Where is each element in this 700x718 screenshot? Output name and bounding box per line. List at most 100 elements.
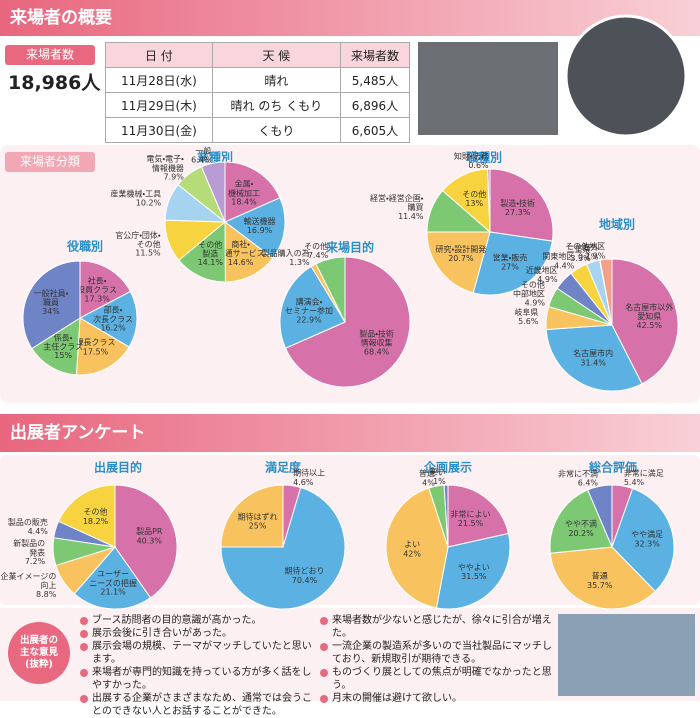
pie-slice bbox=[549, 489, 613, 554]
slice-value: 13% bbox=[465, 199, 483, 208]
slice-value: 1.3% bbox=[289, 258, 310, 267]
slice-value: 14.6% bbox=[228, 258, 254, 267]
slice-label: 官公庁・団体・その他 bbox=[115, 229, 161, 248]
slice-value: 0.6% bbox=[468, 161, 489, 170]
slice-value: 34% bbox=[42, 307, 60, 316]
pie-slice bbox=[549, 546, 656, 610]
opinion: ブース訪問者の目的意識が高かった。 bbox=[80, 614, 316, 627]
column-header: 来場者数 bbox=[339, 42, 411, 68]
slice-label: 一般 bbox=[195, 145, 211, 155]
slice-value: 11.4% bbox=[398, 212, 424, 221]
pie-slice bbox=[220, 486, 346, 610]
slice-value: 22.9% bbox=[296, 315, 322, 324]
slice-value: 42% bbox=[403, 549, 421, 558]
pie-slice bbox=[284, 256, 411, 388]
slice-value: 14.1% bbox=[198, 258, 224, 267]
table-cell: くもり bbox=[211, 117, 341, 143]
table-cell: 晴れ のち くもり bbox=[211, 92, 341, 118]
photo-circle bbox=[564, 14, 688, 138]
slice-label: やや不満 bbox=[565, 520, 597, 529]
slice-label: その他 bbox=[304, 241, 328, 251]
slice-label: 普通 bbox=[419, 468, 435, 478]
visitor-count: 18,986人 bbox=[8, 72, 101, 94]
slice-label: 製品購入の為 bbox=[262, 248, 310, 258]
slice-label: 電気・電子・情報機器 bbox=[146, 153, 184, 172]
slice-label: 製品・技術情報収集 bbox=[359, 328, 394, 347]
opinion: 展示会後に引き合いがあった。 bbox=[80, 627, 316, 640]
pie-slice bbox=[385, 487, 449, 609]
slice-label: 悪い bbox=[430, 468, 446, 477]
tag: 来場者分類 bbox=[20, 155, 80, 169]
slice-value: 5.6% bbox=[518, 317, 539, 326]
table-cell: 晴れ bbox=[211, 67, 341, 93]
canvas: 来場者の概要 来場者数 来場者分類 出展者アンケート 業種別金属・機械加工18.… bbox=[0, 0, 700, 701]
slice-value: 4.4% bbox=[28, 527, 49, 536]
slice-label: その他 bbox=[84, 507, 108, 517]
table-row: 11月29日(木) 晴れ のち くもり 6,896人 bbox=[105, 92, 411, 118]
slice-label: 研究・設計開発 bbox=[436, 244, 487, 254]
chart-title: 満足度 bbox=[265, 460, 301, 475]
slice-label: 一般社員・職員 bbox=[34, 287, 69, 306]
pie-slice bbox=[447, 484, 510, 548]
pie-slice bbox=[224, 220, 274, 283]
column-header: 天 候 bbox=[211, 42, 341, 68]
slice-value: 0.1% bbox=[578, 252, 599, 261]
table-header: 日 付天 候来場者数 bbox=[105, 42, 411, 68]
section-bar bbox=[0, 414, 700, 452]
slice-value: 21.5% bbox=[458, 519, 484, 528]
column-header: 日 付 bbox=[105, 42, 213, 68]
slice-value: 2.9% bbox=[585, 251, 606, 260]
slice-value: 6.4% bbox=[191, 155, 212, 164]
opinions-left: ブース訪問者の目的意識が高かった。 展示会後に引き合いがあった。 展示会場の規模、テ… bbox=[80, 614, 316, 718]
pie-slice bbox=[489, 168, 554, 242]
slice-label: 輸送機器 bbox=[244, 216, 276, 226]
slice-value: 35.7% bbox=[587, 581, 613, 590]
slice-value: 17.5% bbox=[83, 347, 109, 356]
table-cell: 6,605人 bbox=[339, 117, 411, 143]
chart-title: 出展目的 bbox=[94, 460, 142, 475]
slice-label: ユーザーニーズの把握 bbox=[89, 569, 137, 587]
slice-value: 31.5% bbox=[461, 572, 487, 581]
slice-label: 社長・役員クラス bbox=[77, 275, 117, 294]
slice-value: 4.9% bbox=[525, 298, 546, 307]
tag-box bbox=[5, 45, 95, 65]
slice-value: 18.4% bbox=[231, 198, 257, 207]
slice-label: 営業・販売 bbox=[493, 253, 528, 263]
opinion: 来場者数が少ないと感じたが、徐々に引合が増えた。 bbox=[320, 614, 554, 640]
slice-label: 名古屋市内 bbox=[573, 348, 613, 358]
pie-slice bbox=[599, 258, 613, 326]
slice-value: 7.9% bbox=[164, 173, 185, 182]
pie-slice bbox=[78, 290, 138, 348]
chart-title: 職種別 bbox=[466, 150, 502, 165]
pie-slice bbox=[435, 532, 511, 610]
pie-slice bbox=[178, 220, 226, 283]
table-cell: 5,485人 bbox=[339, 67, 411, 93]
slice-label: 非常に不満 bbox=[558, 468, 598, 478]
slice-label: 製品PR bbox=[136, 526, 163, 536]
slice-label: 経営・経営企画・購買 bbox=[370, 192, 424, 211]
pie-slice bbox=[114, 484, 178, 599]
slice-label: 海外 bbox=[582, 242, 598, 252]
slice-value: 32.3% bbox=[634, 539, 660, 548]
pie-slice bbox=[611, 258, 679, 385]
slice-value: 27.3% bbox=[505, 208, 531, 217]
pie-slice bbox=[73, 546, 152, 610]
slice-value: 42.5% bbox=[637, 321, 663, 330]
pie-slice bbox=[57, 484, 116, 548]
slice-value: 10.2% bbox=[136, 199, 162, 208]
table-cell: 11月29日(木) bbox=[105, 92, 213, 118]
slice-label: 三重県 bbox=[567, 244, 591, 254]
slice-label: 課長クラス bbox=[76, 338, 116, 347]
pie-slice bbox=[200, 161, 226, 223]
slice-label: 期待はずれ bbox=[238, 511, 278, 521]
slice-value: 4.4% bbox=[554, 261, 575, 270]
slice-label: やや満足 bbox=[631, 530, 663, 539]
pie-slice bbox=[611, 487, 675, 593]
slice-label: 関東地区 bbox=[542, 251, 574, 261]
slice-value: 8.8% bbox=[36, 590, 57, 599]
slice-label: 近畿地区 bbox=[526, 265, 558, 275]
slice-label: 企業イメージの向上 bbox=[1, 571, 57, 590]
pie-slice bbox=[545, 324, 643, 392]
slice-value: 3.3% bbox=[570, 254, 591, 263]
